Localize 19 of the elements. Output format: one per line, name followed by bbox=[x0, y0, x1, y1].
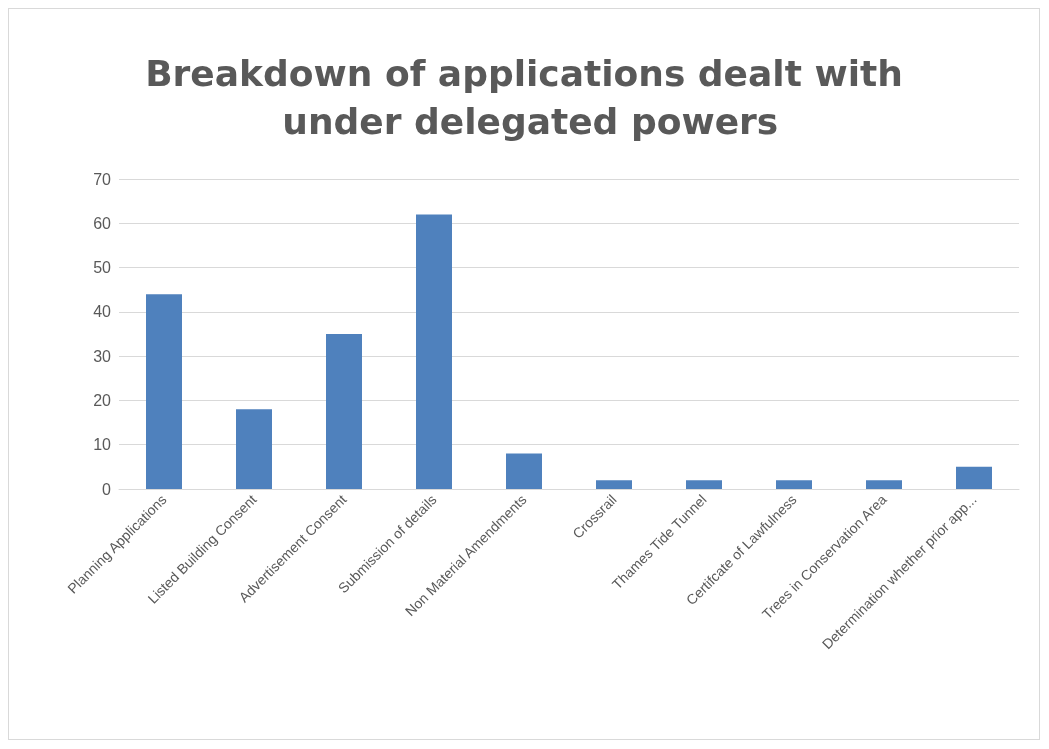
y-tick-label: 30 bbox=[93, 347, 112, 365]
bar bbox=[866, 480, 902, 489]
y-tick-label: 70 bbox=[93, 170, 112, 188]
bar bbox=[236, 409, 272, 489]
bar bbox=[596, 480, 632, 489]
y-tick-label: 40 bbox=[93, 303, 112, 321]
y-tick-label: 60 bbox=[93, 214, 112, 232]
y-tick-label: 10 bbox=[93, 436, 112, 454]
bar bbox=[956, 466, 992, 489]
bar bbox=[506, 453, 542, 489]
bar bbox=[146, 294, 182, 489]
y-tick-label: 0 bbox=[102, 480, 112, 498]
y-tick-label: 50 bbox=[93, 259, 112, 277]
bar bbox=[416, 214, 452, 489]
bar bbox=[776, 480, 812, 489]
bar bbox=[686, 480, 722, 489]
chart-title: Breakdown of applications dealt with under delegated powers bbox=[145, 52, 903, 142]
y-tick-label: 20 bbox=[93, 391, 112, 409]
bar bbox=[326, 334, 362, 489]
